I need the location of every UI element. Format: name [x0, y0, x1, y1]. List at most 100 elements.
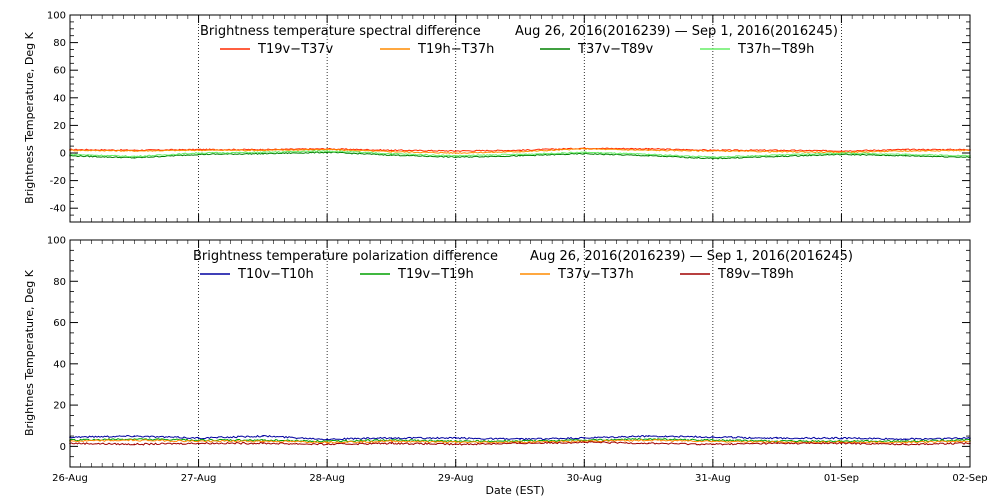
- x-tick-label: 29-Aug: [438, 473, 474, 484]
- series-point-4: [326, 150, 328, 152]
- series-point-3: [904, 154, 907, 157]
- series-point-2: [326, 148, 328, 151]
- series-point-3: [197, 440, 200, 443]
- legend-label: T37v−T89v: [577, 42, 654, 57]
- legend-label: T37h−T89h: [737, 42, 814, 57]
- series-point-1: [197, 437, 200, 439]
- series-point-1: [390, 437, 393, 439]
- series-point-3: [519, 154, 521, 157]
- series-point-4: [840, 442, 843, 445]
- plot-frame: [69, 239, 971, 468]
- series-point-4: [390, 442, 393, 445]
- series-point-2: [390, 150, 393, 153]
- x-tick-label: 30-Aug: [566, 473, 602, 484]
- series-point-4: [904, 153, 907, 156]
- series-point-2: [712, 150, 714, 152]
- series-point-4: [519, 442, 521, 445]
- series-point-4: [776, 154, 778, 156]
- x-tick-label: 31-Aug: [695, 473, 731, 484]
- series-point-4: [454, 154, 457, 157]
- series-point-4: [390, 152, 393, 155]
- series-point-4: [583, 151, 586, 154]
- series-point-4: [197, 442, 200, 445]
- series-point-1: [840, 150, 843, 152]
- spectral-difference-panel: -40 -20 0 20 40 60 80 100 Brightness temperature…: [23, 11, 971, 223]
- y-tick-label: 60: [53, 66, 66, 77]
- series-point-4: [776, 442, 778, 445]
- series-point-1: [262, 435, 264, 437]
- series-point-4: [133, 155, 136, 158]
- series-point-1: [390, 149, 393, 152]
- series-point-2: [197, 149, 200, 152]
- series-point-3: [776, 155, 778, 158]
- y-tick-label: 100: [47, 236, 66, 247]
- series-point-2: [647, 149, 650, 152]
- polarization-difference-panel: 0 20 40 60 80 100 26-Aug 27-Aug 28-Aug 29-Aug 30-A…: [23, 236, 988, 498]
- series-point-1: [840, 437, 843, 439]
- series-point-3: [840, 153, 843, 156]
- series-point-2: [904, 150, 907, 152]
- x-tick-label: 28-Aug: [309, 473, 345, 484]
- series-point-3: [454, 156, 457, 158]
- series-point-4: [326, 443, 328, 446]
- y-axis-label: Brightnes Temperature, Deg K: [23, 269, 36, 436]
- series-point-4: [840, 152, 843, 154]
- series-point-3: [647, 154, 650, 157]
- series-point-4: [262, 442, 264, 445]
- legend-label: T10v−T10h: [237, 267, 314, 282]
- series-point-1: [776, 149, 778, 152]
- x-axis-label: Date (EST): [485, 484, 544, 497]
- series-point-3: [197, 153, 200, 156]
- legend-label: T19v−T19h: [397, 267, 474, 282]
- series-point-4: [454, 443, 457, 446]
- y-tick-label: 80: [53, 38, 66, 49]
- legend-label: T19h−T37h: [417, 42, 494, 57]
- series-point-1: [454, 150, 457, 152]
- series-point-4: [583, 441, 586, 444]
- series-point-1: [133, 435, 136, 437]
- date-range: Aug 26, 2016(2016239) — Sep 1, 2016(2016…: [530, 249, 853, 264]
- y-tick-label: 80: [53, 277, 66, 288]
- series-point-3: [326, 441, 328, 444]
- y-tick-label: 20: [53, 121, 66, 132]
- series-point-4: [197, 152, 200, 154]
- series-point-2: [776, 150, 778, 153]
- y-tick-label: 20: [53, 401, 66, 412]
- series-point-1: [712, 436, 714, 438]
- x-tick-label: 02-Sep: [952, 473, 987, 484]
- series-point-4: [712, 443, 714, 446]
- series-point-1: [647, 148, 650, 150]
- series-point-3: [133, 157, 136, 159]
- chart-title: Brightness temperature polarization diff…: [193, 249, 498, 264]
- series-point-2: [519, 150, 521, 153]
- x-tick-label: 26-Aug: [52, 473, 88, 484]
- series-point-2: [262, 149, 264, 152]
- series-point-3: [133, 439, 136, 441]
- y-tick-label: 60: [53, 318, 66, 329]
- series-point-3: [904, 441, 907, 444]
- series-point-3: [712, 440, 714, 443]
- series-point-3: [712, 157, 714, 160]
- series-point-1: [904, 148, 907, 151]
- series-point-1: [326, 438, 328, 440]
- series-point-3: [390, 440, 393, 443]
- legend-label: T37v−T37h: [557, 267, 634, 282]
- series-point-2: [583, 148, 586, 150]
- y-tick-label: 100: [47, 11, 66, 22]
- series-point-4: [647, 153, 650, 156]
- y-tick-label: -20: [50, 176, 66, 187]
- series-point-1: [776, 437, 778, 439]
- series-point-3: [262, 152, 264, 155]
- y-tick-label: 0: [60, 442, 66, 453]
- y-tick-label: -40: [50, 204, 66, 215]
- legend-label: T19v−T37v: [257, 42, 334, 57]
- series-point-4: [904, 443, 907, 446]
- series-point-1: [904, 438, 907, 440]
- plot-frame: [69, 14, 971, 223]
- y-tick-label: 0: [60, 149, 66, 160]
- series-point-4: [519, 153, 521, 156]
- series-point-3: [583, 152, 586, 155]
- series-point-4: [712, 156, 714, 158]
- series-point-3: [326, 151, 328, 154]
